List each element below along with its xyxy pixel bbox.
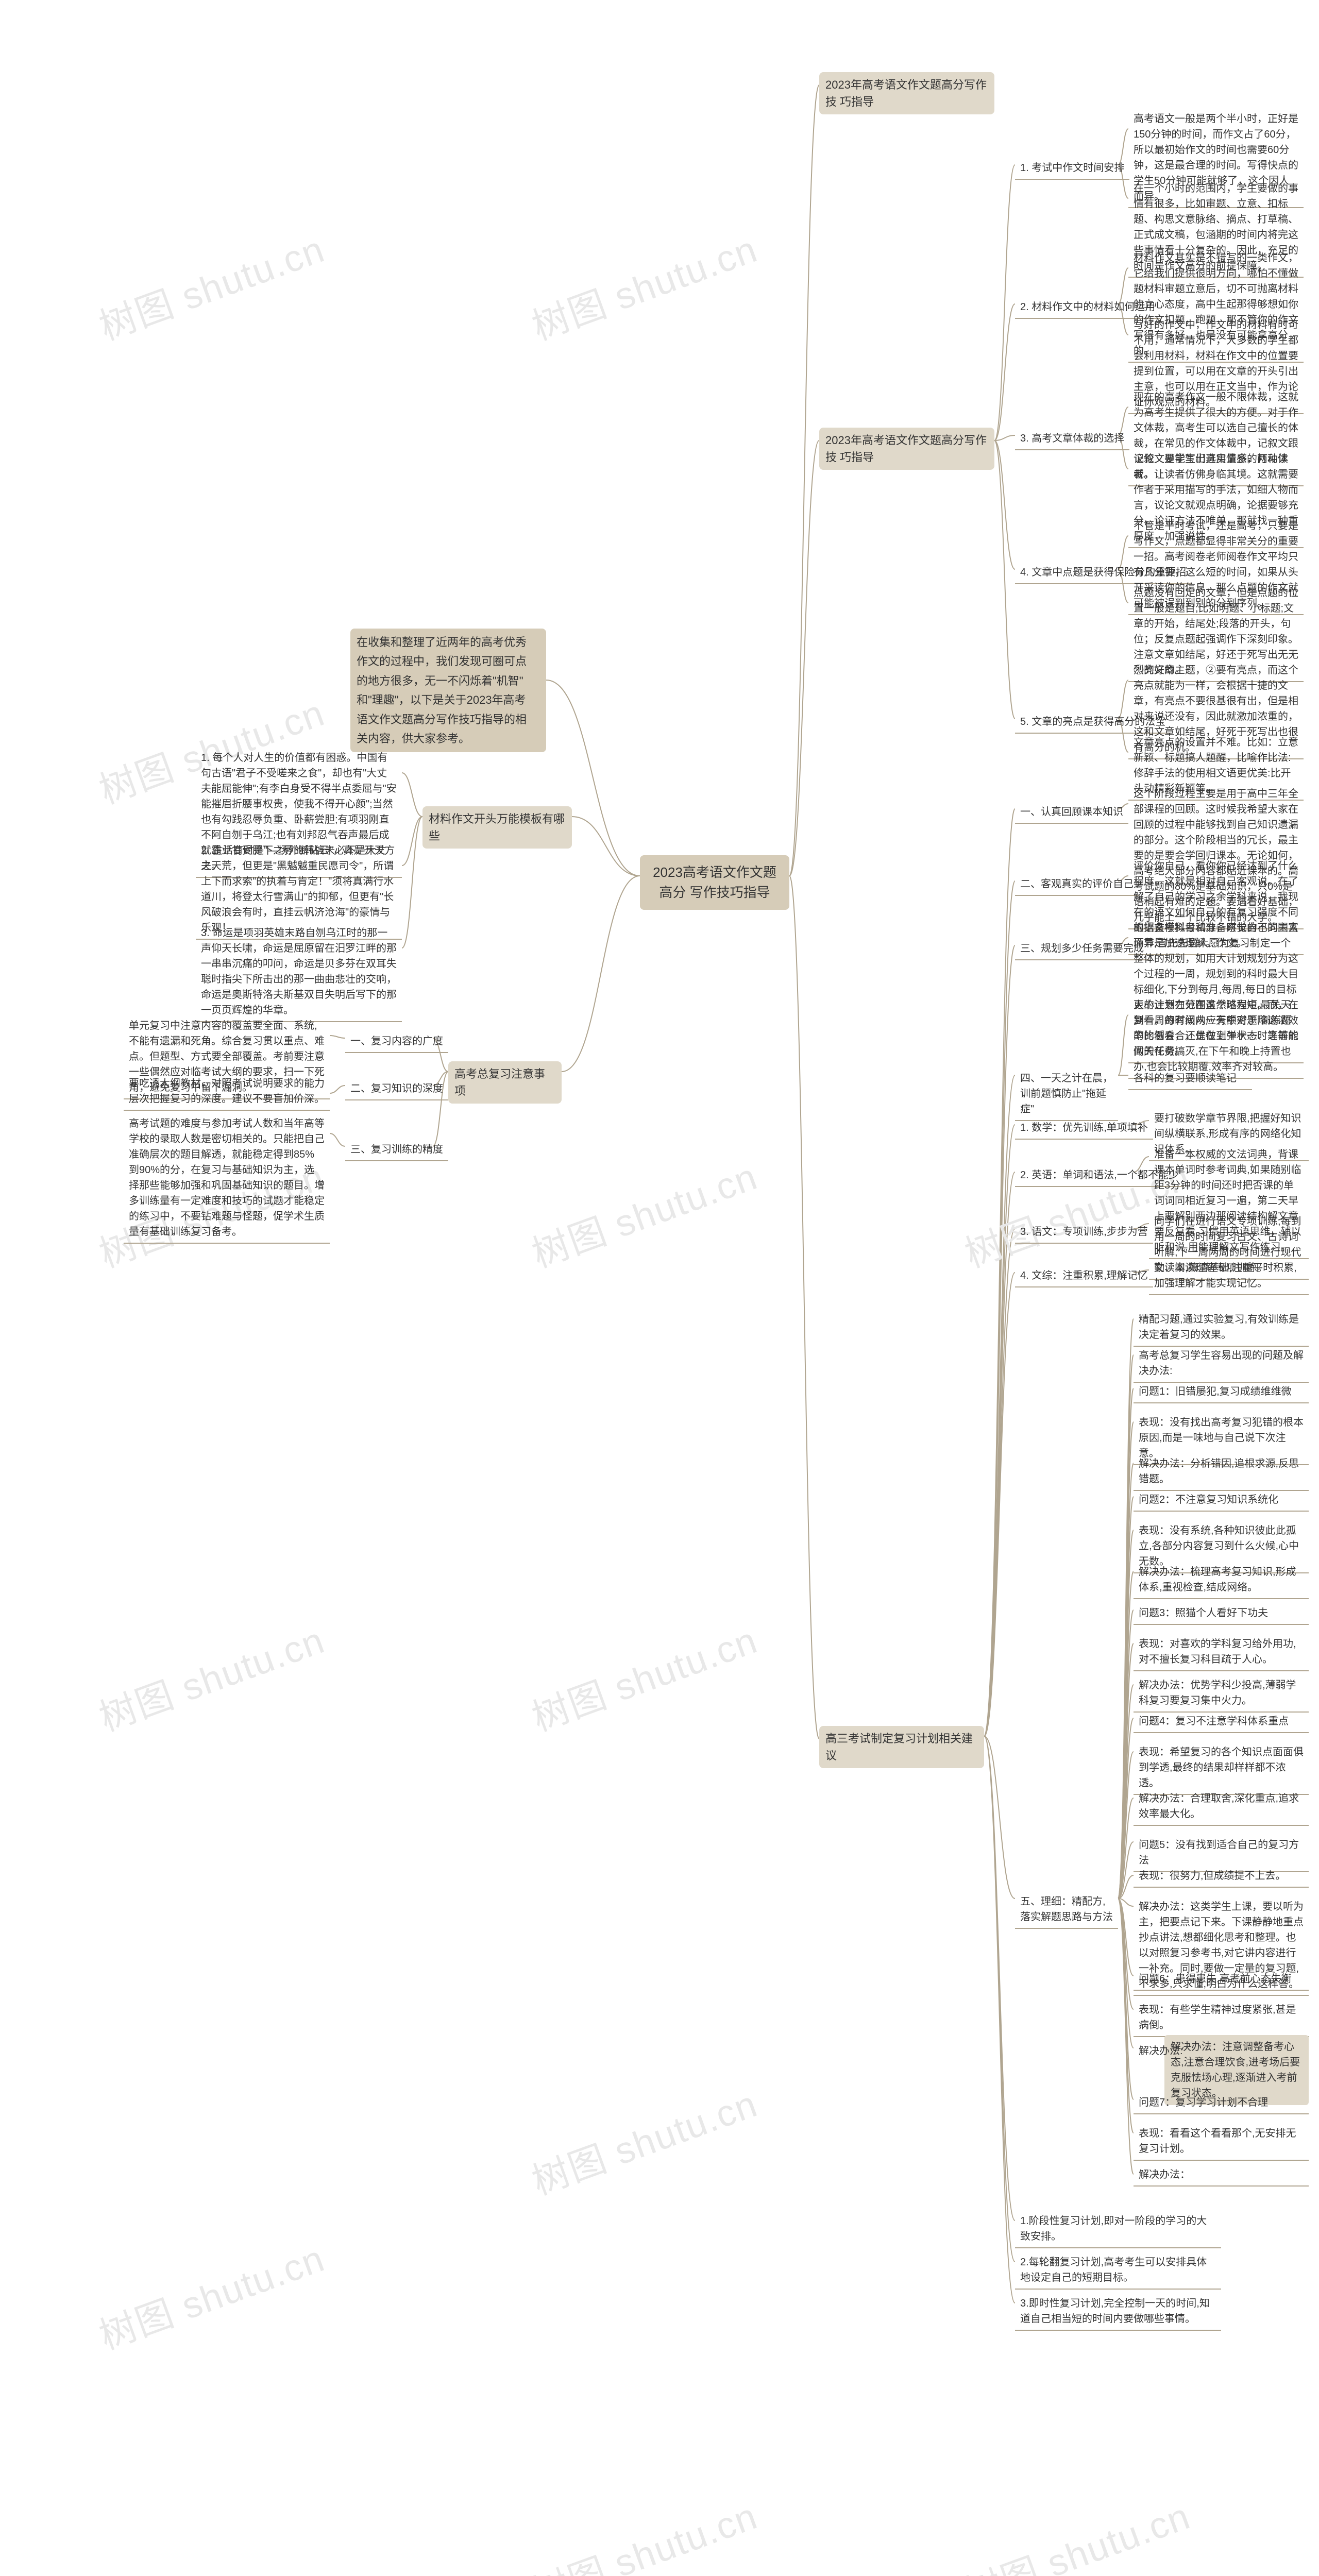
section5-label: 五、理细：精配方,落实解题思路与方法 (1015, 1891, 1118, 1929)
problem-s-2: 解决办法：优势学科少投高,薄弱学科复习要复习集中火力。 (1134, 1674, 1309, 1713)
problem-q-5: 问题6：患得患失,高考前心态失衡 (1134, 1968, 1309, 1991)
left-branch-0: 材料作文开头万能模板有哪些 (422, 806, 572, 849)
watermark: 树图 shutu.cn (523, 1610, 764, 1741)
watermark: 树图 shutu.cn (523, 2486, 764, 2576)
plan-0: 1.阶段性复习计划,即对一阶段的学习的大致安排。 (1015, 2210, 1221, 2248)
problem-q-0: 问题1：旧错屡犯,复习成绩维维微 (1134, 1381, 1309, 1403)
watermark: 树图 shutu.cn (91, 1610, 331, 1741)
problem-q-6: 问题7：复习学习计划不合理 (1134, 2092, 1309, 2114)
left-leaf-1-2: 高考试题的难度与参加考试人数和当年高等学校的录取人数是密切相关的。只能把自己准确… (124, 1113, 330, 1244)
watermark: 树图 shutu.cn (523, 2074, 764, 2205)
left-leaf-1-1: 要吃透大纲教材，对照考试说明要求的能力层次把握复习的深度。建议不要盲加价深。 (124, 1073, 330, 1111)
watermark: 树图 shutu.cn (91, 2228, 331, 2360)
problem-a-3: 表现：希望复习的各个知识点面面俱到学透,最终的结果却样样都不浓透。 (1134, 1741, 1309, 1795)
section4-intro: 人的注意力范围虽然略为短。而，在复看，每有级从一天中对于略这浓效率的看看，还是在… (1128, 994, 1304, 1079)
left-label-1-2: 三、复习训练的精度 (345, 1139, 448, 1161)
subject-0: 1. 数学：优先训练,单项填补 (1015, 1117, 1153, 1140)
problem-s-1: 解决办法：梳理高考复习知识,形成体系,重视检查,结成网络。 (1134, 1561, 1309, 1599)
watermark: 树图 shutu.cn (91, 219, 331, 350)
section-1: 二、客观真实的评价自己 (1015, 873, 1139, 896)
problem-s-0: 解决办法：分析错因,追根求源,反思错题。 (1134, 1453, 1309, 1491)
subject-2: 3. 语文：专项训练,步步为营 (1015, 1221, 1153, 1244)
problem-q-3: 问题4：复习不注意学科体系重点 (1134, 1710, 1309, 1733)
watermark: 树图 shutu.cn (956, 2486, 1196, 2576)
watermark: 树图 shutu.cn (523, 1146, 764, 1278)
problem-s-label-5: 解决办法: (1134, 2040, 1188, 2062)
section5-intro-0: 精配习题,通过实验复习,有效训练是决定着复习的效果。 (1134, 1309, 1309, 1347)
r-label-1-0: 1. 考试中作文时间安排 (1015, 157, 1129, 180)
problem-a-5: 表现：有些学生精神过度紧张,甚是病倒。 (1134, 1999, 1309, 2037)
plan-1: 2.每轮翻复习计划,高考考生可以安排具体地设定自己的短期目标。 (1015, 2251, 1221, 2290)
problem-a-4: 表现：很努力,但成绩提不上去。 (1134, 1865, 1309, 1888)
right-branch-0: 2023年高考语文作文题高分写作技 巧指导 (819, 72, 994, 114)
subject-3: 4. 文综：注重积累,理解记忆 (1015, 1265, 1153, 1287)
problem-s-3: 解决办法：合理取舍,深化重点,追求效率最大化。 (1134, 1788, 1309, 1826)
r-label-1-2: 3. 高考文章体裁的选择 (1015, 428, 1129, 450)
subject-text-3: 勤读本,搞清基础,注重平时积累,加强理解才能实现记忆。 (1149, 1257, 1309, 1295)
intro-node: 在收集和整理了近两年的高考优秀 作文的过程中，我们发现可圈可点 的地方很多，无一… (350, 629, 546, 752)
problem-a-6: 表现：看看这个看看那个,无安排无复习计划。 (1134, 2123, 1309, 2161)
section4-tail: 各科的复习要顺读笔记 (1128, 1067, 1252, 1090)
root-node: 2023高考语文作文题高分 写作技巧指导 (640, 855, 789, 910)
right-branch-1: 2023年高考语文作文题高分写作技 巧指导 (819, 428, 994, 470)
right-branch-2: 高三考试制定复习计划相关建议 (819, 1726, 984, 1768)
watermark: 树图 shutu.cn (523, 219, 764, 350)
problem-q-2: 问题3：照猫个人看好下功夫 (1134, 1602, 1309, 1625)
left-label-1-1: 二、复习知识的深度 (345, 1078, 448, 1100)
section4-label: 四、一天之计在晨，训前题慎防止"拖延症" (1015, 1067, 1118, 1121)
problem-q-1: 问题2：不注意复习知识系统化 (1134, 1489, 1309, 1512)
plan-2: 3.即时性复习计划,完全控制一天的时间,知道自己相当短的时间内要做哪些事情。 (1015, 2293, 1221, 2331)
left-branch-1: 高考总复习注意事项 (448, 1061, 562, 1104)
left-leaf-0-2: 3. 命运是项羽英雄末路自刎乌江时的那一声仰天长啸，命运是屈原留在汨罗江畔的那一… (196, 922, 402, 1022)
problem-a-2: 表现：对喜欢的学科复习给外用功,对不擅长复习科目疏于人心。 (1134, 1633, 1309, 1671)
section5-intro-1: 高考总复习学生容易出现的问题及解决办法: (1134, 1345, 1309, 1383)
problem-s-6: 解决办法： (1134, 2164, 1309, 2187)
section-0: 一、认真回顾课本知识 (1015, 801, 1128, 824)
left-label-1-0: 一、复习内容的广度 (345, 1030, 448, 1053)
